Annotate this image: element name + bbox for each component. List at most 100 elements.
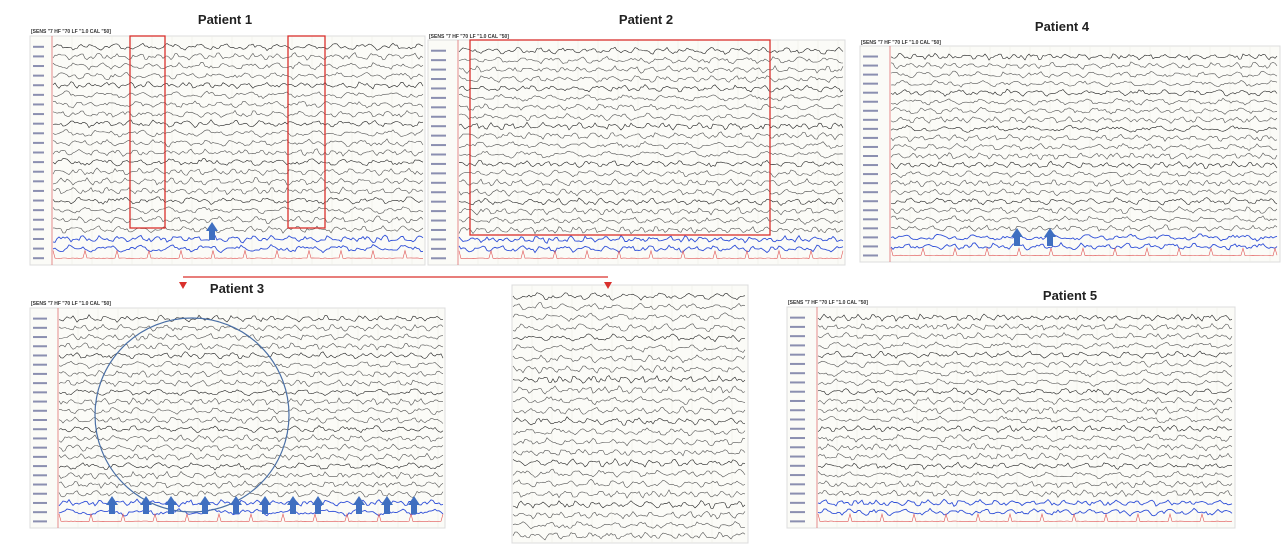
channel-label [863, 164, 878, 166]
channel-label [863, 146, 878, 148]
channel-label [863, 128, 878, 130]
channel-label [431, 87, 446, 89]
channel-label [33, 447, 47, 449]
channel-label [33, 113, 44, 115]
channel-label [33, 228, 44, 230]
channel-label [33, 94, 44, 96]
channel-label [431, 116, 446, 118]
channel-label [431, 191, 446, 193]
channel-label [863, 200, 878, 202]
channel-label [33, 520, 47, 522]
channel-label [431, 50, 446, 52]
channel-label [33, 257, 44, 259]
channel-label [33, 55, 44, 57]
channel-label [790, 474, 805, 476]
panel-header: [SENS "7 HF "70 LF "1.0 CAL "50] [31, 301, 111, 307]
channel-label [790, 335, 805, 337]
channel-label [431, 135, 446, 137]
channel-label [33, 484, 47, 486]
channel-label [33, 419, 47, 421]
channel-label [33, 152, 44, 154]
channel-label [431, 59, 446, 61]
channel-label [33, 345, 47, 347]
channel-label [790, 409, 805, 411]
panel-title: Patient 5 [1043, 288, 1097, 303]
channel-label [33, 123, 44, 125]
channel-label [790, 493, 805, 495]
channel-label [33, 428, 47, 430]
channel-label [431, 182, 446, 184]
channel-label [863, 191, 878, 193]
channel-label [790, 465, 805, 467]
panel-title: Patient 2 [619, 12, 673, 27]
channel-label [863, 56, 878, 58]
channel-label [33, 327, 47, 329]
channel-label [33, 238, 44, 240]
channel-label [33, 180, 44, 182]
channel-label [33, 65, 44, 67]
channel-label [33, 209, 44, 211]
channel-label [431, 229, 446, 231]
channel-label [33, 465, 47, 467]
channel-label [33, 190, 44, 192]
channel-label [863, 182, 878, 184]
channel-label [33, 373, 47, 375]
channel-label [33, 161, 44, 163]
channel-label [33, 84, 44, 86]
channel-label [790, 326, 805, 328]
channel-label [863, 155, 878, 157]
panel-header: [SENS "7 HF "70 LF "1.0 CAL "50] [788, 300, 868, 306]
channel-label [33, 382, 47, 384]
channel-label [790, 428, 805, 430]
panel-title: Patient 1 [198, 12, 252, 27]
channel-label [431, 238, 446, 240]
channel-label [431, 201, 446, 203]
channel-label [33, 103, 44, 105]
channel-label [863, 74, 878, 76]
channel-label [33, 200, 44, 202]
channel-label [790, 400, 805, 402]
channel-label [790, 520, 805, 522]
channel-label [431, 125, 446, 127]
channel-label [863, 101, 878, 103]
channel-label [863, 110, 878, 112]
channel-label [790, 419, 805, 421]
channel-label [790, 354, 805, 356]
channel-label [431, 210, 446, 212]
channel-label [33, 248, 44, 250]
channel-label [863, 65, 878, 67]
channel-label [863, 236, 878, 238]
panel-header: [SENS "7 HF "70 LF "1.0 CAL "50] [861, 40, 941, 46]
eeg-panel [787, 307, 1235, 528]
channel-label [33, 336, 47, 338]
channel-label [790, 456, 805, 458]
channel-label [431, 144, 446, 146]
channel-label [33, 502, 47, 504]
channel-label [431, 154, 446, 156]
eeg-panel [512, 285, 748, 543]
channel-label [33, 219, 44, 221]
channel-label [33, 364, 47, 366]
panel-header: [SENS "7 HF "70 LF "1.0 CAL "50] [429, 34, 509, 40]
channel-label [790, 372, 805, 374]
channel-label [33, 456, 47, 458]
channel-label [790, 391, 805, 393]
channel-label [863, 218, 878, 220]
channel-label [431, 257, 446, 259]
channel-label [33, 437, 47, 439]
channel-label [33, 474, 47, 476]
channel-label [33, 318, 47, 320]
channel-label [790, 483, 805, 485]
channel-label [431, 78, 446, 80]
channel-label [33, 132, 44, 134]
channel-label [790, 381, 805, 383]
channel-label [431, 220, 446, 222]
channel-label [33, 75, 44, 77]
channel-label [431, 248, 446, 250]
channel-label [33, 171, 44, 173]
panel-title: Patient 4 [1035, 19, 1090, 34]
channel-label [863, 227, 878, 229]
channel-label [863, 209, 878, 211]
panel-title: Patient 3 [210, 281, 264, 296]
channel-label [863, 173, 878, 175]
